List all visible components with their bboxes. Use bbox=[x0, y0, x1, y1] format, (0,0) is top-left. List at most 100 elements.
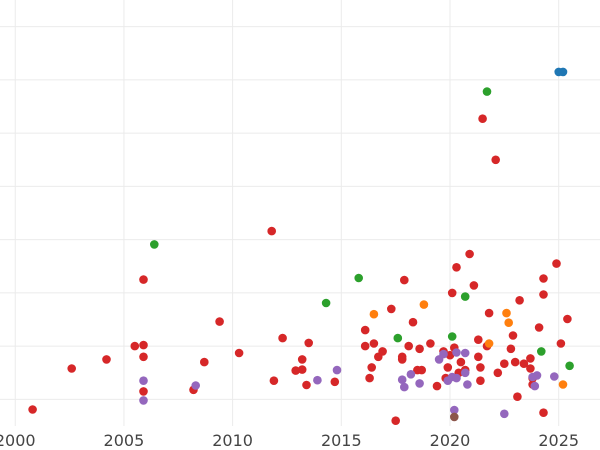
data-point bbox=[378, 347, 387, 356]
data-point bbox=[445, 350, 455, 360]
data-point bbox=[469, 281, 479, 290]
data-point bbox=[360, 341, 370, 351]
data-point bbox=[465, 249, 474, 259]
data-point bbox=[102, 355, 111, 364]
data-point bbox=[278, 333, 287, 343]
data-point bbox=[565, 361, 574, 371]
data-point bbox=[408, 317, 418, 327]
data-point bbox=[513, 392, 522, 402]
x-tick-label: 2000 bbox=[0, 431, 36, 450]
data-point bbox=[532, 371, 542, 380]
data-point bbox=[447, 332, 457, 341]
data-point bbox=[450, 412, 459, 422]
data-point bbox=[506, 344, 516, 354]
data-point bbox=[482, 87, 492, 96]
data-point bbox=[400, 275, 409, 285]
data-point bbox=[476, 376, 485, 386]
data-point bbox=[493, 368, 503, 378]
data-point bbox=[267, 226, 277, 236]
data-point bbox=[150, 240, 159, 249]
data-point bbox=[139, 275, 148, 284]
data-point bbox=[556, 339, 566, 348]
data-point bbox=[67, 364, 76, 373]
data-point bbox=[452, 373, 461, 383]
data-point bbox=[519, 359, 529, 369]
x-tick-label: 2015 bbox=[321, 431, 362, 450]
data-point bbox=[478, 114, 487, 123]
data-point bbox=[369, 339, 379, 348]
data-point bbox=[404, 341, 414, 351]
data-point bbox=[139, 396, 148, 405]
x-tick-label: 2005 bbox=[104, 431, 145, 450]
data-point bbox=[191, 381, 200, 390]
data-point bbox=[530, 381, 540, 391]
data-point bbox=[550, 372, 559, 381]
data-point bbox=[297, 365, 307, 374]
data-point bbox=[539, 274, 548, 283]
data-point bbox=[367, 363, 377, 372]
data-point bbox=[526, 354, 535, 363]
data-point bbox=[387, 304, 396, 314]
data-point bbox=[369, 309, 379, 319]
data-point bbox=[460, 292, 470, 301]
data-point bbox=[391, 416, 401, 426]
data-point bbox=[539, 408, 548, 418]
x-tick-label: 2010 bbox=[212, 431, 253, 450]
data-point bbox=[484, 308, 494, 318]
data-point bbox=[360, 325, 370, 335]
data-point bbox=[200, 357, 209, 367]
x-axis: 2000 2005 2010 2015 2020 2025 bbox=[0, 431, 579, 450]
data-point bbox=[484, 339, 494, 348]
data-point bbox=[537, 347, 546, 356]
data-point bbox=[297, 355, 307, 364]
data-point bbox=[558, 67, 568, 77]
data-point bbox=[552, 259, 561, 268]
data-point bbox=[460, 368, 470, 378]
data-point bbox=[365, 373, 374, 383]
data-point bbox=[534, 323, 544, 332]
data-point bbox=[415, 344, 424, 354]
data-point bbox=[563, 314, 572, 324]
data-point bbox=[558, 380, 568, 389]
data-point bbox=[130, 341, 140, 351]
data-point bbox=[500, 409, 509, 419]
data-point bbox=[491, 155, 501, 165]
data-point bbox=[397, 375, 407, 385]
x-tick-label: 2020 bbox=[430, 431, 471, 450]
data-point bbox=[504, 318, 513, 328]
data-point bbox=[515, 296, 524, 305]
data-point bbox=[508, 331, 518, 340]
data-point bbox=[139, 352, 148, 362]
data-point bbox=[397, 352, 407, 362]
data-point bbox=[419, 300, 429, 309]
data-point bbox=[510, 357, 520, 367]
data-points bbox=[28, 67, 574, 426]
data-point bbox=[500, 359, 509, 369]
data-point bbox=[354, 273, 364, 283]
data-point bbox=[269, 376, 279, 386]
data-point bbox=[502, 308, 511, 318]
data-point bbox=[332, 365, 342, 375]
data-point bbox=[234, 348, 244, 358]
x-tick-label: 2025 bbox=[538, 431, 579, 450]
data-point bbox=[474, 352, 483, 362]
data-point bbox=[443, 363, 453, 372]
data-point bbox=[476, 363, 485, 372]
data-point bbox=[321, 298, 331, 308]
data-point bbox=[393, 333, 403, 343]
data-point bbox=[215, 317, 224, 326]
data-point bbox=[302, 380, 311, 390]
data-point bbox=[406, 370, 416, 379]
data-point bbox=[304, 338, 314, 348]
data-point bbox=[474, 335, 483, 345]
data-point bbox=[452, 348, 461, 357]
data-point bbox=[456, 357, 466, 367]
data-point bbox=[426, 339, 435, 348]
data-point bbox=[447, 288, 457, 298]
data-point bbox=[417, 365, 427, 375]
data-point bbox=[313, 375, 322, 385]
data-point bbox=[452, 263, 461, 272]
data-point bbox=[415, 379, 424, 388]
